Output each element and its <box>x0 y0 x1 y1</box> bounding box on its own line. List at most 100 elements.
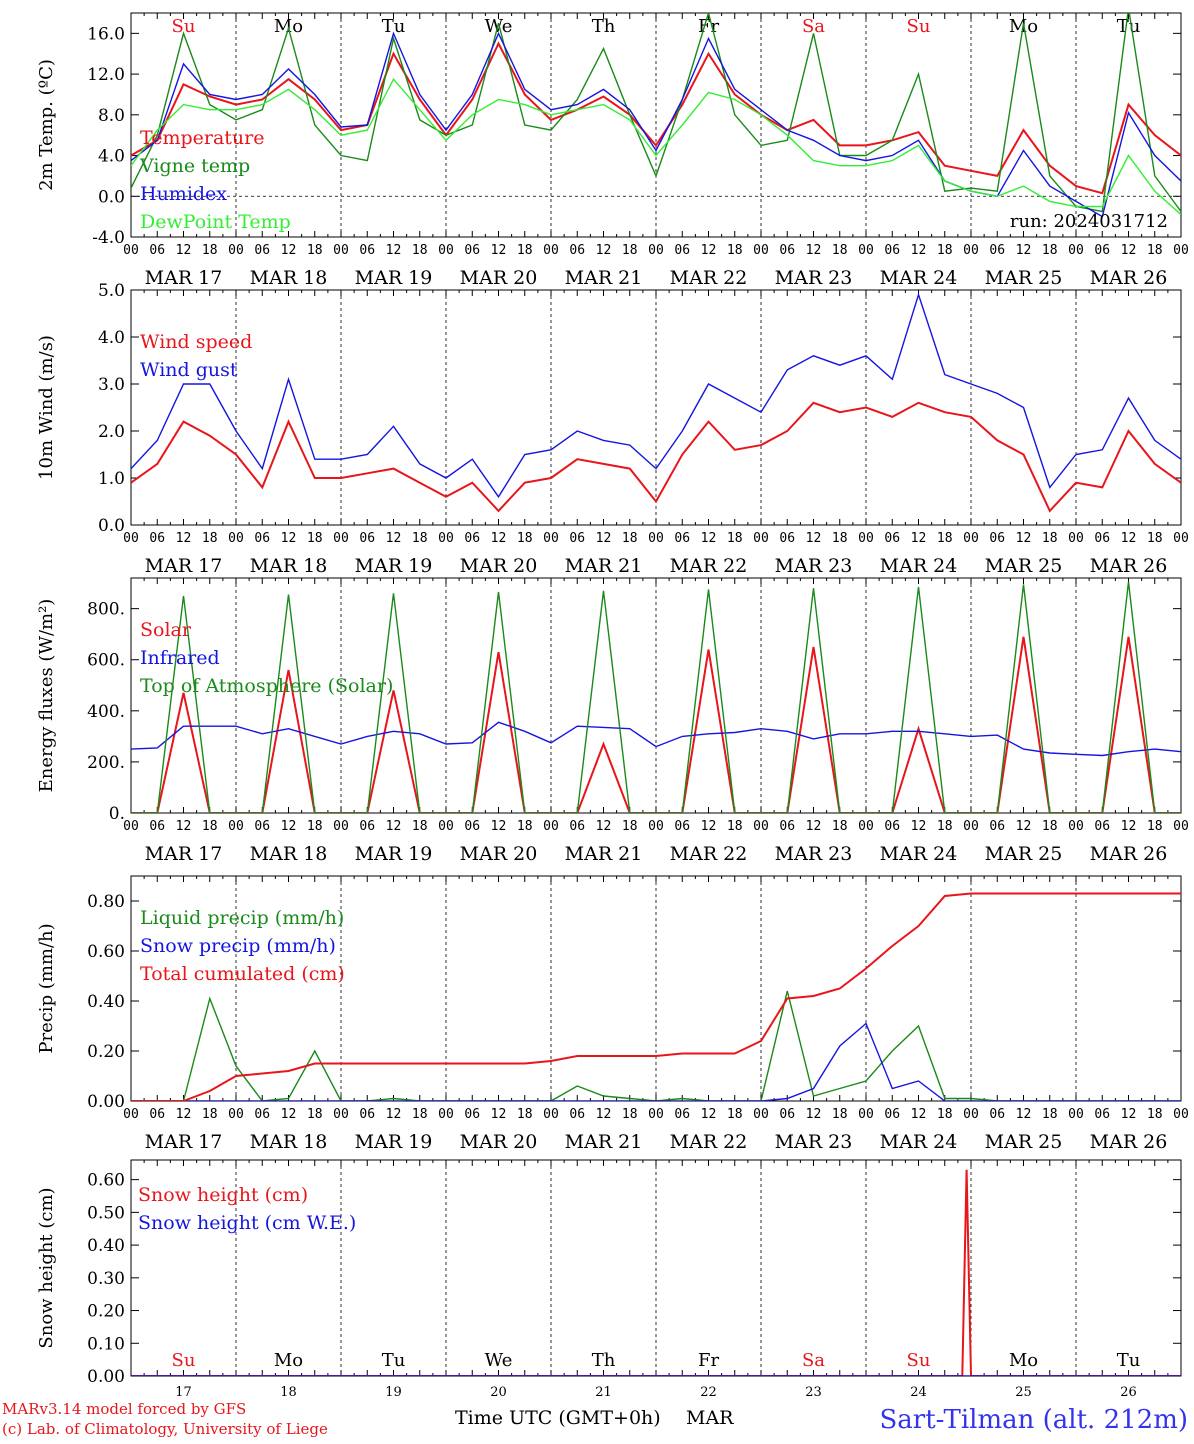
date-label: MAR 25 <box>985 843 1063 865</box>
series-line-3 <box>131 581 1181 813</box>
hour-tick-label: 12 <box>386 243 402 258</box>
hour-tick-label: 00 <box>648 531 664 546</box>
hour-tick-label: 00 <box>1068 243 1084 258</box>
hour-tick-label: 06 <box>884 1107 900 1122</box>
date-label: MAR 22 <box>670 1131 748 1153</box>
hour-tick-label: 06 <box>464 819 480 834</box>
weekday-label: Su <box>907 1350 931 1371</box>
y-tick-label: -4.0 <box>92 228 125 248</box>
hour-tick-label: 06 <box>359 243 375 258</box>
hour-tick-label: 00 <box>648 819 664 834</box>
hour-tick-label: 12 <box>1016 1107 1032 1122</box>
legend-entry: Snow height (cm W.E.) <box>138 1212 356 1234</box>
date-label: MAR 17 <box>145 1131 223 1153</box>
date-label: MAR 19 <box>355 267 433 289</box>
panel-1: 16.0 12.0 8.0 4.0 0.0 -4.0 2m Temp. (ºC) 00 06 12… <box>36 12 1189 289</box>
y-tick-label: 400. <box>87 702 125 722</box>
date-label: MAR 23 <box>775 843 853 865</box>
hour-tick-label: 00 <box>228 531 244 546</box>
y-tick-label: 0.40 <box>87 992 125 1012</box>
hour-tick-label: 06 <box>149 243 165 258</box>
weekday-label: Mo <box>274 1350 303 1371</box>
y-tick-label: 0.20 <box>87 1302 125 1322</box>
hour-tick-label: 12 <box>806 531 822 546</box>
date-label: MAR 18 <box>250 555 328 577</box>
hour-tick-label: 00 <box>858 1107 874 1122</box>
hour-tick-label: 06 <box>989 531 1005 546</box>
hour-tick-label: 00 <box>1068 819 1084 834</box>
hour-tick-label: 06 <box>254 243 270 258</box>
hour-tick-label: 18 <box>832 531 848 546</box>
hour-tick-label: 00 <box>438 819 454 834</box>
hour-tick-label: 00 <box>123 243 139 258</box>
date-label: MAR 20 <box>460 1131 538 1153</box>
date-label: MAR 17 <box>145 267 223 289</box>
day-number-label: 21 <box>595 1385 612 1400</box>
hour-tick-label: 18 <box>307 819 323 834</box>
hour-tick-label: 00 <box>543 243 559 258</box>
hour-tick-label: 12 <box>701 1107 717 1122</box>
hour-tick-label: 06 <box>464 531 480 546</box>
hour-tick-label: 06 <box>989 819 1005 834</box>
hour-tick-label: 18 <box>517 531 533 546</box>
date-label: MAR 18 <box>250 1131 328 1153</box>
date-label: MAR 17 <box>145 843 223 865</box>
hour-tick-label: 18 <box>727 531 743 546</box>
hour-tick-label: 12 <box>491 243 507 258</box>
hour-tick-label: 00 <box>438 531 454 546</box>
weekday-label: Su <box>172 1350 196 1371</box>
series-line-3 <box>131 31 1181 218</box>
hour-tick-label: 06 <box>149 1107 165 1122</box>
hour-tick-label: 18 <box>517 243 533 258</box>
hour-tick-label: 06 <box>884 531 900 546</box>
hour-tick-label: 18 <box>202 243 218 258</box>
lab-credit: (c) Lab. of Climatology, University of L… <box>2 1420 328 1438</box>
hour-tick-label: 18 <box>1042 243 1058 258</box>
hour-tick-label: 18 <box>727 1107 743 1122</box>
hour-tick-label: 06 <box>1094 819 1110 834</box>
hour-tick-label: 00 <box>753 819 769 834</box>
hour-tick-label: 00 <box>858 531 874 546</box>
y-axis-label: 10m Wind (m/s) <box>36 335 57 480</box>
hour-tick-label: 12 <box>1121 1107 1137 1122</box>
hour-tick-label: 06 <box>884 243 900 258</box>
hour-tick-label: 00 <box>963 819 979 834</box>
hour-tick-label: 00 <box>753 243 769 258</box>
date-label: MAR 26 <box>1090 1131 1168 1153</box>
hour-tick-label: 18 <box>412 1107 428 1122</box>
y-axis-label: Precip (mm/h) <box>36 923 57 1053</box>
series-line-1 <box>131 401 1181 513</box>
hour-tick-label: 18 <box>937 1107 953 1122</box>
hour-tick-label: 06 <box>569 243 585 258</box>
hour-tick-label: 12 <box>176 243 192 258</box>
y-tick-label: 0.20 <box>87 1042 125 1062</box>
hour-tick-label: 18 <box>517 819 533 834</box>
hour-tick-label: 18 <box>937 819 953 834</box>
hour-tick-label: 12 <box>596 531 612 546</box>
hour-tick-label: 06 <box>779 243 795 258</box>
hour-tick-label: 00 <box>123 531 139 546</box>
weekday-label: Th <box>592 1350 616 1371</box>
date-label: MAR 24 <box>880 555 958 577</box>
hour-tick-label: 00 <box>648 243 664 258</box>
hour-tick-label: 00 <box>543 1107 559 1122</box>
y-axis-label: Snow height (cm) <box>36 1187 57 1348</box>
panel-5: 0.60 0.50 0.40 0.30 0.20 0.10 0.00 Snow height … <box>36 1159 1182 1400</box>
hour-tick-label: 06 <box>674 243 690 258</box>
weekday-label: Sa <box>802 1350 825 1371</box>
date-label: MAR 25 <box>985 1131 1063 1153</box>
date-label: MAR 21 <box>565 843 643 865</box>
hour-tick-label: 12 <box>386 819 402 834</box>
date-label: MAR 19 <box>355 555 433 577</box>
hour-tick-label: 18 <box>412 531 428 546</box>
hour-tick-label: 12 <box>176 819 192 834</box>
date-label: MAR 25 <box>985 267 1063 289</box>
series-line-1 <box>131 636 1181 813</box>
hour-tick-label: 00 <box>858 243 874 258</box>
hour-tick-label: 18 <box>202 1107 218 1122</box>
hour-tick-label: 12 <box>1016 243 1032 258</box>
date-label: MAR 21 <box>565 267 643 289</box>
day-number-label: 18 <box>280 1385 297 1400</box>
hour-tick-label: 06 <box>1094 531 1110 546</box>
date-label: MAR 21 <box>565 1131 643 1153</box>
